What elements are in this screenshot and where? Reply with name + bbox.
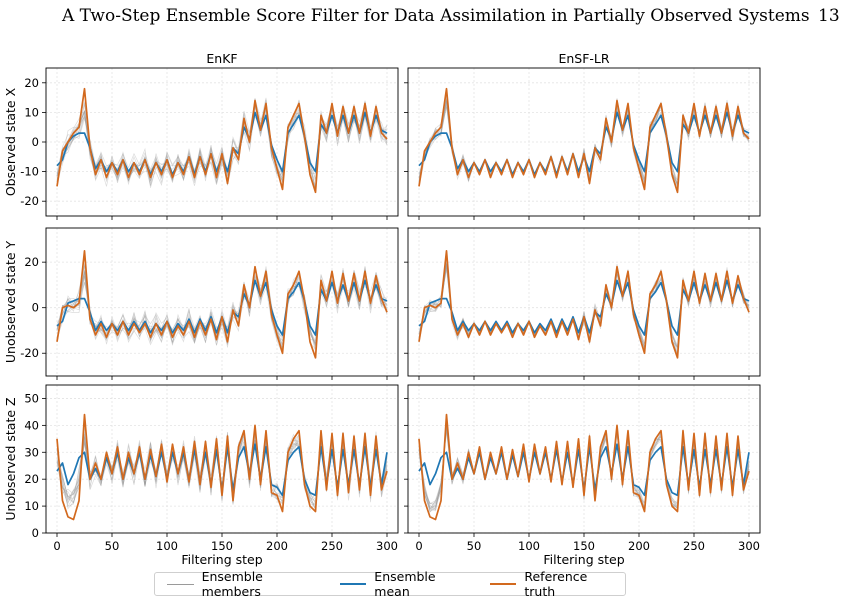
x-tick-label: 150 — [573, 539, 595, 553]
x-tick-label: 200 — [628, 539, 650, 553]
legend-item-ensemble-mean: Ensemble mean — [339, 569, 470, 599]
ensemble-member-line — [56, 263, 388, 346]
x-axis-label: Filtering step — [181, 552, 262, 567]
ensemble-member-line — [56, 270, 388, 348]
ensemble-members-group — [418, 87, 750, 194]
x-tick-label: 200 — [266, 539, 288, 553]
ensemble-member-line — [56, 99, 388, 187]
legend-swatch-ensemble-members — [167, 583, 194, 585]
legend-item-reference-truth: Reference truth — [489, 569, 617, 599]
y-tick-label: 20 — [24, 76, 39, 90]
y-tick-label: 40 — [24, 418, 39, 432]
x-tick-label: 0 — [53, 539, 60, 553]
legend-label-ensemble-members: Ensemble members — [201, 569, 263, 599]
panel-enkf-z: 0 50 100 150 200 250 300 0 10 20 30 40 50 Filtering s… — [24, 384, 399, 567]
x-tick-label: 50 — [467, 539, 482, 553]
panel-ensf-lr-x: EnSF-LR — [404, 51, 761, 220]
page-number: 13 — [818, 6, 840, 26]
legend-label-ensemble-mean: Ensemble mean — [374, 569, 436, 599]
ensemble-members-group — [56, 413, 388, 521]
ensemble-members-group — [56, 87, 388, 194]
y-tick-label: 20 — [24, 472, 39, 486]
x-tick-label: 100 — [156, 539, 178, 553]
ensemble-members-group — [56, 249, 388, 359]
panel-title: EnSF-LR — [558, 51, 609, 66]
x-tick-label: 250 — [321, 539, 343, 553]
legend-item-ensemble-members: Ensemble members — [167, 569, 320, 599]
reference-truth-line — [56, 249, 388, 359]
panel-enkf-x: -20 -10 0 10 20 EnKF — [20, 51, 399, 220]
y-tick-label: 10 — [24, 499, 39, 513]
reference-truth-line — [56, 87, 388, 194]
x-tick-label: 300 — [738, 539, 760, 553]
legend-label-reference-truth: Reference truth — [524, 569, 588, 599]
panel-ensf-lr-z: 0 50 100 150 200 250 300 Filtering step — [404, 384, 761, 567]
ensemble-member-line — [56, 268, 388, 343]
ensemble-members-group — [418, 249, 750, 359]
reference-truth-line — [56, 413, 388, 521]
chart-legend: Ensemble members Ensemble mean Reference… — [154, 569, 626, 599]
y-tick-label: 30 — [24, 445, 39, 459]
x-tick-label: 300 — [376, 539, 398, 553]
x-tick-label: 250 — [683, 539, 705, 553]
y-tick-label: 0 — [32, 526, 39, 540]
y-axis-label: Observed state X — [3, 87, 18, 196]
x-tick-label: 50 — [105, 539, 120, 553]
ensemble-members-group — [418, 413, 750, 521]
page-header-title: A Two-Step Ensemble Score Filter for Dat… — [62, 6, 810, 26]
y-tick-label: 50 — [24, 391, 39, 405]
ensemble-member-line — [56, 101, 388, 183]
panel-ensf-lr-y — [404, 227, 761, 380]
ensemble-member-line — [418, 263, 750, 357]
y-tick-label: 0 — [32, 135, 39, 149]
x-axis-label: Filtering step — [543, 552, 624, 567]
y-tick-label: 20 — [24, 255, 39, 269]
y-tick-label: 0 — [32, 301, 39, 315]
page-header: A Two-Step Ensemble Score Filter for Dat… — [0, 0, 846, 40]
x-tick-label: 100 — [518, 539, 540, 553]
reference-truth-line — [418, 249, 750, 359]
reference-truth-line — [418, 413, 750, 521]
y-axis-label: Unobserved state Y — [3, 241, 18, 364]
x-tick-label: 0 — [415, 539, 422, 553]
y-axis-label: Unobserved state Z — [3, 397, 18, 520]
ensemble-member-line — [418, 258, 750, 347]
y-tick-label: -20 — [20, 346, 39, 360]
ensemble-member-line — [56, 266, 388, 354]
y-tick-label: 10 — [24, 105, 39, 119]
y-tick-label: -20 — [20, 194, 39, 208]
ensemble-member-line — [56, 98, 388, 191]
legend-swatch-reference-truth — [489, 583, 517, 585]
panel-enkf-y: -20 0 20 — [20, 227, 399, 380]
reference-truth-line — [418, 87, 750, 194]
legend-swatch-ensemble-mean — [339, 583, 367, 585]
y-tick-label: -10 — [20, 165, 39, 179]
ensemble-member-line — [418, 100, 750, 187]
x-tick-label: 150 — [211, 539, 233, 553]
panel-title: EnKF — [206, 51, 237, 66]
